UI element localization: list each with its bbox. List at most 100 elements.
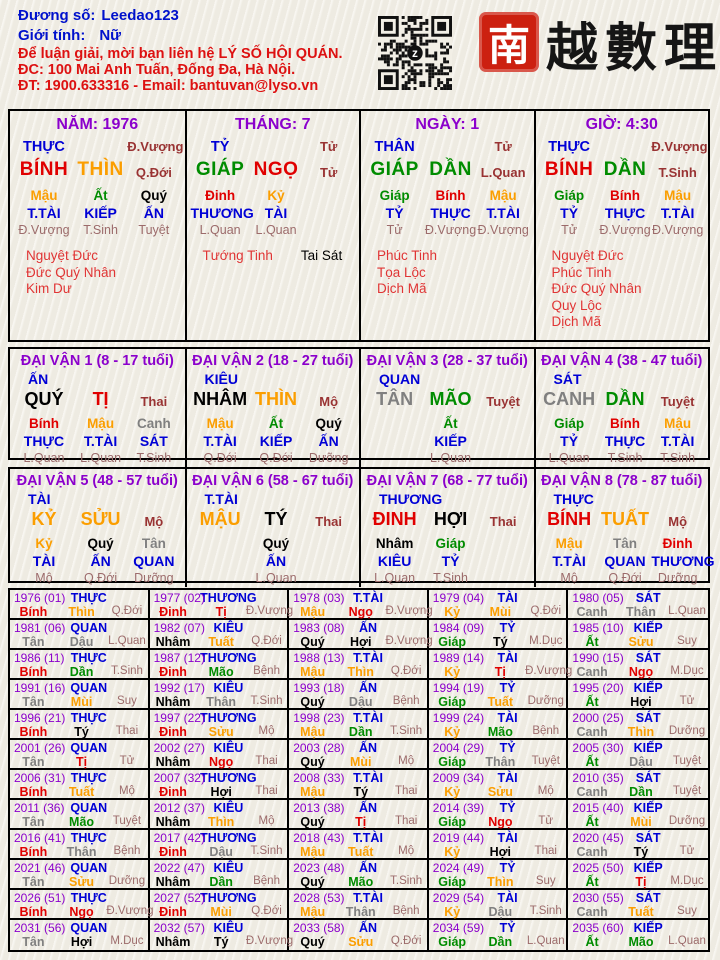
hidden-stem: Ất: [443, 416, 458, 431]
branch-stage: Thai: [489, 513, 517, 529]
empty-cell: [302, 553, 355, 571]
year-cell-bottom: Kỷ Sửu Mộ: [429, 785, 567, 799]
year-god-label: KIẾP: [633, 801, 663, 815]
life-stage-label: Đ.Vượng: [652, 223, 704, 237]
hidden-stem: Nhâm: [375, 536, 414, 551]
ten-god-label: T.TÀI: [660, 433, 695, 449]
year-branch: Thìn: [207, 815, 235, 829]
year-stem: Giáp: [438, 875, 467, 889]
empty-cell: [477, 433, 530, 451]
pillar-god-label: THỰC: [23, 139, 65, 155]
star-line: Dịch Mã: [552, 314, 705, 331]
year-cell-1981: 1981 (06) QUAN Tân Dậu L.Quan: [10, 620, 150, 650]
year-stem: Kỷ: [444, 725, 461, 739]
hidden-stem: Bính: [28, 416, 59, 431]
year-cell-bottom: Tân Mão Tuyệt: [10, 815, 148, 829]
year-cell-2031: 2031 (56) QUAN Tân Hợi M.Dục: [10, 920, 150, 950]
year-branch: Tuất: [348, 845, 374, 859]
year-stem: Tân: [22, 875, 45, 889]
pillar-top-row: THÂN Tử: [365, 139, 530, 158]
year-cell-bottom: Đinh Tị Đ.Vượng: [150, 605, 294, 619]
year-cell-top: 1995 (20) KIẾP: [568, 681, 708, 695]
hidden-stem: Mậu: [664, 416, 692, 431]
year-cell-top: 1988 (13) T.TÀI: [289, 651, 427, 665]
dai-van-god-label: T.TÀI: [204, 491, 238, 507]
year-stage: Thai: [394, 815, 418, 827]
year-cell-bottom: Canh Tuất Suy: [568, 905, 708, 919]
calligraphy-char: 越: [546, 17, 599, 79]
star-line: Tọa Lộc: [377, 265, 530, 282]
year-god-label: THƯƠNG: [200, 771, 257, 785]
star-line: Đức Quý Nhân: [26, 265, 181, 282]
year-cell-2018: 2018 (43) T.TÀI Mậu Tuất Mộ: [289, 830, 429, 860]
year-cell-top: 2007 (32) THƯƠNG: [150, 771, 288, 785]
year-stage: Đ.Vượng: [245, 605, 294, 617]
hidden-stem: Bính: [610, 188, 641, 203]
year-branch: Mùi: [489, 605, 512, 619]
year-cell-1983: 1983 (08) ẤN Quý Hợi Đ.Vượng: [289, 620, 433, 650]
dai-van-cell-6: ĐẠI VẬN 6 (58 - 67 tuổi) T.TÀI MẬU TÝ Thai Qu…: [184, 469, 360, 587]
year-branch: Sửu: [69, 875, 95, 889]
year-branch: Dậu: [209, 845, 233, 859]
year-branch: Sửu: [628, 635, 654, 649]
year-stage: Đ.Vượng: [525, 665, 573, 677]
year-stem: Bính: [19, 605, 48, 619]
year-cell-top: 1989 (14) TÀI: [429, 651, 567, 665]
year-cell-bottom: Quý Dậu Bệnh: [289, 695, 427, 709]
year-stage: M.Dục: [110, 935, 144, 947]
hidden-stem: Mậu: [664, 188, 692, 203]
year-branch: Thân: [345, 905, 376, 919]
pillar-title: NGÀY: 1: [415, 116, 480, 133]
year-cell-2021: 2021 (46) QUAN Tân Sửu Dưỡng: [10, 860, 150, 890]
year-stem: Canh: [576, 785, 608, 799]
year-stage: Mộ: [398, 755, 415, 767]
year-branch: Mão: [208, 665, 234, 679]
year-stage: Bệnh: [392, 905, 420, 917]
year-label: 1995 (20): [572, 681, 624, 695]
year-label: 2021 (46): [14, 861, 66, 875]
dai-van-title: ĐẠI VẬN 5 (48 - 57 tuổi): [16, 473, 178, 489]
year-stage: Thai: [534, 845, 557, 857]
year-stem: Kỷ: [444, 665, 461, 679]
year-branch: Mão: [487, 725, 513, 739]
hidden-stem: Tân: [613, 536, 638, 551]
year-branch: Dần: [488, 935, 513, 949]
year-stage: T.Sinh: [529, 905, 562, 917]
year-cell-bottom: Mậu Tuất Mộ: [289, 845, 427, 859]
pillar-stem-row: GIÁP DẦN L.Quan: [365, 159, 530, 185]
year-branch: Thân: [485, 755, 516, 769]
life-stage-label: T.Sinh: [433, 571, 468, 585]
pillar-top-stage: Tử: [319, 139, 338, 154]
hidden-stem: Tân: [141, 536, 166, 551]
year-cell-bottom: Tân Tị Tử: [10, 755, 148, 769]
year-stage: Thai: [255, 785, 278, 797]
year-cell-2029: 2029 (54) TÀI Kỷ Dậu T.Sinh: [428, 890, 569, 920]
year-cell-1993: 1993 (18) ẤN Quý Dậu Bệnh: [289, 680, 429, 710]
year-cell-top: 2020 (45) SÁT: [568, 831, 708, 845]
year-label: 2003 (28): [293, 741, 345, 755]
year-stage: Đ.Vượng: [245, 935, 294, 947]
life-stage-label: Dưỡng: [134, 571, 174, 585]
pillar-cell-day: NGÀY: 1 THÂN Tử GIÁP DẦN L.Quan Giáp Bính Mậu TỶ T…: [359, 111, 534, 340]
contact-line-3: ĐT: 1900.633316 - Email: bantuvan@lyso.v…: [18, 78, 319, 94]
year-cell-bottom: Tân Dậu L.Quan: [10, 635, 148, 649]
year-branch: Tý: [213, 935, 229, 949]
year-label: 2001 (26): [14, 741, 66, 755]
pillar-stem-row: GIÁP NGỌ Tử: [191, 159, 356, 185]
year-stage: Bệnh: [253, 875, 280, 887]
star-line: Phúc Tinh: [377, 248, 530, 265]
spacer: [74, 139, 127, 158]
year-label: 1988 (13): [293, 651, 345, 665]
hidden-stem: Mậu: [87, 416, 115, 431]
heavenly-stem: NHÂM: [193, 389, 248, 409]
year-cell-bottom: Nhâm Tý Đ.Vượng: [150, 935, 294, 949]
year-stem: Giáp: [438, 815, 467, 829]
spacer: [424, 139, 477, 158]
year-label: 2005 (30): [572, 741, 624, 755]
year-cell-top: 1991 (16) QUAN: [10, 681, 148, 695]
year-cell-top: 2027 (52) THƯƠNG: [150, 891, 288, 905]
heavenly-stem: KỶ: [31, 509, 57, 529]
year-stem: Nhâm: [155, 635, 191, 649]
star-name: Đức Quý Nhân: [551, 281, 642, 296]
star-name: Quy Lộc: [551, 297, 602, 313]
